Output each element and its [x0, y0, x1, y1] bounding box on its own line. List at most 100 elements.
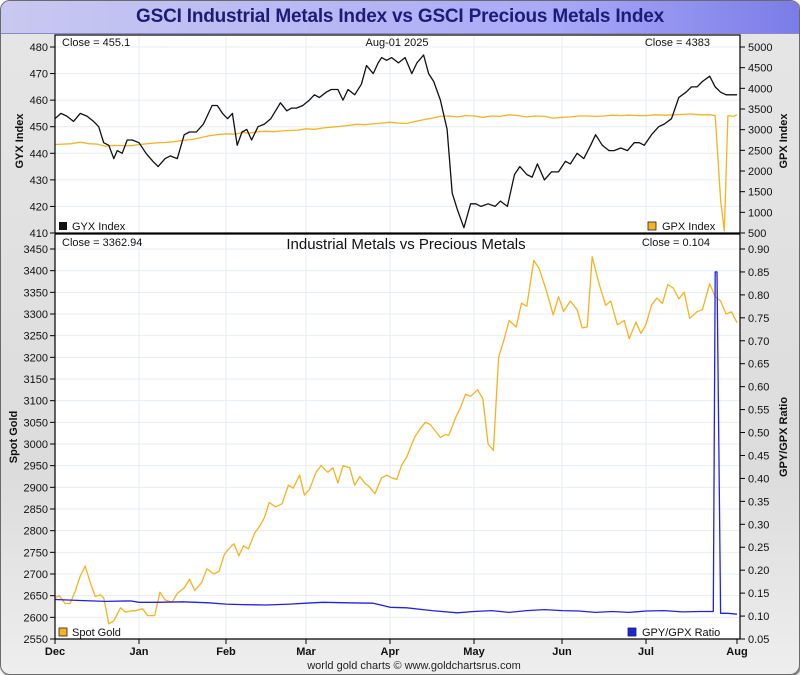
- series-line-gpx-index: [54, 113, 738, 232]
- top-right-axis: 5000 4500 4000 3500 3000 2500 2000 1500 1000 500: [740, 42, 772, 240]
- top-left-tick-label: 480: [30, 42, 48, 54]
- top-left-tick-label: 410: [30, 228, 48, 240]
- top-left-tick-label: 420: [30, 201, 48, 213]
- bottom-left-axis: 3450 3400 3350 3300 3250 3200 3150 3100 3050 3000…: [24, 244, 55, 646]
- legend-label-gpx: GPX Index: [662, 221, 716, 233]
- top-right-tick-label: 3000: [748, 125, 772, 137]
- legend-swatch-spot-gold: [58, 627, 68, 637]
- top-plot-border: [54, 34, 741, 234]
- bottom-right-tick-label: 0.65: [748, 359, 769, 371]
- x-tick-label: Mar: [296, 646, 316, 658]
- bottom-right-axis: 0.90 0.85 0.80 0.75 0.70 0.65 0.60 0.55 0.50 0.45…: [740, 244, 769, 646]
- bottom-right-tick-label: 0.75: [748, 313, 769, 325]
- bottom-right-tick-label: 0.70: [748, 336, 769, 348]
- top-right-tick-label: 1500: [748, 187, 772, 199]
- top-right-tick-label: 2000: [748, 166, 772, 178]
- bottom-panel-title: Industrial Metals vs Precious Metals: [286, 236, 525, 253]
- x-axis: Dec Jan Feb Mar Apr May Jun Jul Aug: [45, 639, 748, 658]
- bottom-left-tick-label: 3150: [24, 374, 48, 386]
- top-right-tick-label: 5000: [748, 42, 772, 54]
- bottom-right-axis-title: GPY/GPX Ratio: [778, 397, 790, 477]
- bottom-right-tick-label: 0.20: [748, 565, 769, 577]
- bottom-plot-area: [55, 234, 740, 639]
- bottom-close-left: Close = 3362.94: [62, 237, 142, 249]
- bottom-left-tick-label: 3250: [24, 331, 48, 343]
- top-gridlines: [55, 35, 740, 234]
- series-line-gyx-index: [54, 54, 737, 229]
- bottom-left-tick-label: 2850: [24, 504, 48, 516]
- bottom-left-tick-label: 3100: [24, 396, 48, 408]
- bottom-right-tick-label: 0.80: [748, 290, 769, 302]
- bottom-series-group: [54, 256, 738, 625]
- bottom-right-tick-label: 0.10: [748, 611, 769, 623]
- x-tick-label: Jan: [130, 646, 149, 658]
- top-right-tick-label: 1000: [748, 207, 772, 219]
- top-series-group: [54, 54, 738, 232]
- bottom-right-tick-label: 0.05: [748, 634, 769, 646]
- x-tick-label: May: [463, 646, 485, 658]
- bottom-left-tick-label: 3050: [24, 417, 48, 429]
- bottom-right-tick-label: 0.85: [748, 267, 769, 279]
- title-bar: GSCI Industrial Metals Index vs GSCI Pre…: [1, 1, 799, 34]
- top-date-label: Aug-01 2025: [366, 37, 429, 49]
- top-left-tick-label: 450: [30, 122, 48, 134]
- x-tick-label: Feb: [216, 646, 236, 658]
- bottom-right-tick-label: 0.40: [748, 473, 769, 485]
- bottom-right-tick-label: 0.90: [748, 244, 769, 256]
- top-left-tick-label: 470: [30, 69, 48, 81]
- top-left-tick-label: 460: [30, 95, 48, 107]
- bottom-right-tick-label: 0.50: [748, 428, 769, 440]
- legend-label-gyx: GYX Index: [72, 221, 126, 233]
- chart-title: GSCI Industrial Metals Index vs GSCI Pre…: [136, 6, 664, 27]
- bottom-right-tick-label: 0.60: [748, 382, 769, 394]
- bottom-left-tick-label: 3350: [24, 287, 48, 299]
- bottom-right-tick-label: 0.15: [748, 588, 769, 600]
- top-right-tick-label: 3500: [748, 104, 772, 116]
- x-tick-label: Jul: [638, 646, 654, 658]
- legend-label-ratio: GPY/GPX Ratio: [642, 627, 720, 639]
- bottom-left-tick-label: 2800: [24, 526, 48, 538]
- x-tick-label: Aug: [726, 646, 747, 658]
- x-tick-label: Jun: [552, 646, 572, 658]
- series-line-spot-gold: [54, 256, 738, 625]
- legend-label-spot-gold: Spot Gold: [72, 627, 121, 639]
- bottom-right-tick-label: 0.55: [748, 405, 769, 417]
- bottom-left-tick-label: 2900: [24, 482, 48, 494]
- bottom-right-tick-label: 0.35: [748, 496, 769, 508]
- series-line-gpy-gpx-ratio: [54, 271, 738, 615]
- x-tick-label: Dec: [45, 646, 65, 658]
- x-tick-label: Apr: [381, 646, 401, 658]
- legend-swatch-gyx: [59, 222, 67, 230]
- top-right-tick-label: 4500: [748, 63, 772, 75]
- top-left-axis-title: GYX Index: [14, 113, 26, 169]
- bottom-left-tick-label: 2950: [24, 461, 48, 473]
- bottom-right-tick-label: 0.45: [748, 450, 769, 462]
- top-right-tick-label: 4000: [748, 83, 772, 95]
- top-close-left: Close = 455.1: [62, 37, 130, 49]
- top-plot-area: [55, 35, 740, 233]
- bottom-close-right: Close = 0.104: [642, 237, 710, 249]
- bottom-left-tick-label: 3450: [24, 244, 48, 256]
- bottom-left-tick-label: 2750: [24, 547, 48, 559]
- bottom-left-tick-label: 2600: [24, 612, 48, 624]
- footer-credit: world gold charts © www.goldchartsrus.co…: [306, 660, 521, 672]
- bottom-left-tick-label: 2700: [24, 569, 48, 581]
- bottom-left-tick-label: 2650: [24, 591, 48, 603]
- top-close-right: Close = 4383: [645, 37, 710, 49]
- top-right-tick-label: 2500: [748, 145, 772, 157]
- bottom-gridlines: [55, 234, 740, 640]
- top-right-axis-title: GPX Index: [778, 113, 790, 169]
- legend-swatch-gpx: [647, 221, 657, 231]
- top-left-axis: 480 470 460 450 440 430 420 410: [30, 42, 55, 240]
- bottom-left-tick-label: 3000: [24, 439, 48, 451]
- bottom-left-tick-label: 3400: [24, 266, 48, 278]
- top-right-tick-label: 500: [748, 228, 766, 240]
- top-left-tick-label: 430: [30, 175, 48, 187]
- bottom-left-tick-label: 3300: [24, 309, 48, 321]
- bottom-right-tick-label: 0.30: [748, 519, 769, 531]
- bottom-left-tick-label: 2550: [24, 634, 48, 646]
- bottom-left-tick-label: 3200: [24, 352, 48, 364]
- top-left-tick-label: 440: [30, 148, 48, 160]
- bottom-left-axis-title: Spot Gold: [8, 411, 20, 464]
